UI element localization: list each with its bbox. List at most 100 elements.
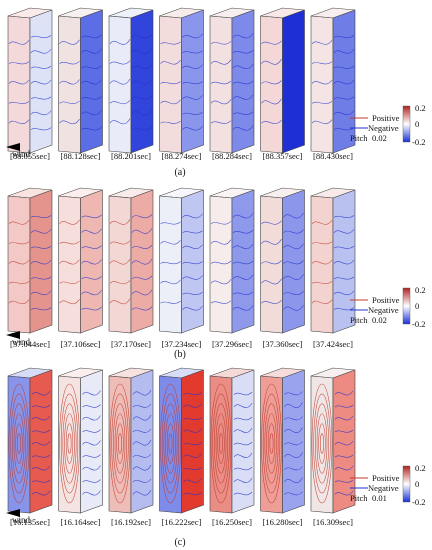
contour-line — [131, 78, 153, 85]
contour-line — [109, 280, 131, 285]
contour-loop — [17, 433, 21, 454]
contour-line — [59, 280, 80, 284]
contour-line — [311, 281, 333, 284]
contour-line — [132, 464, 152, 471]
contour-line — [160, 99, 181, 105]
contour-line — [30, 215, 52, 218]
contour-loop — [116, 423, 124, 464]
contour-loop — [161, 393, 180, 494]
contour-line — [233, 441, 253, 446]
contour-line — [30, 49, 52, 54]
contour-line — [8, 241, 30, 245]
contour-line — [284, 452, 303, 458]
contour-line — [333, 290, 355, 296]
contour-line — [232, 274, 254, 280]
prism-side-face — [231, 9, 255, 154]
contour-line — [232, 80, 254, 85]
contour-line — [131, 275, 153, 280]
contour-line — [31, 454, 51, 458]
contour-line — [210, 221, 232, 225]
contour-line — [160, 81, 181, 85]
contour-loop — [114, 413, 126, 474]
contour-line — [284, 427, 303, 433]
contour-line — [109, 100, 131, 105]
contour-line — [30, 259, 52, 265]
timestamp-label: [37.234sec] — [162, 339, 202, 349]
contour-line — [82, 415, 101, 421]
contour-line — [81, 259, 102, 265]
wind-label: wind — [12, 149, 31, 159]
contour-line — [183, 417, 202, 421]
contour-line — [160, 279, 181, 285]
contour-loop — [62, 403, 77, 484]
contour-line — [284, 441, 303, 446]
contour-line — [182, 50, 203, 54]
colorbar — [402, 105, 411, 143]
prism-front-face — [260, 375, 283, 514]
contour-loop — [111, 393, 129, 494]
contour-line — [233, 391, 253, 396]
contour-line — [182, 244, 203, 249]
contour-line — [232, 50, 254, 54]
colorbar-tick-max: 0.2 — [415, 463, 426, 473]
colorbar-tick-min: -0.2 — [412, 319, 425, 329]
contour-line — [333, 79, 355, 85]
timestamp-label: [88.128sec] — [61, 151, 101, 161]
timestamp-label: [88.357sec] — [263, 151, 303, 161]
contour-line — [333, 215, 355, 218]
contour-line — [31, 429, 51, 433]
contour-line — [31, 479, 51, 483]
prism-side-face — [332, 369, 356, 514]
prism-model — [108, 7, 154, 154]
contour-line — [160, 120, 181, 124]
contour-line — [82, 479, 101, 483]
prism-model — [159, 7, 204, 154]
contour-loop — [266, 413, 277, 474]
contour-line — [311, 40, 333, 45]
contour-line — [132, 478, 152, 483]
contour-line — [334, 479, 354, 483]
contour-line — [8, 79, 30, 85]
contour-line — [82, 390, 101, 396]
contour-line — [81, 65, 102, 69]
contour-line — [261, 80, 282, 85]
panel-label: (b) — [174, 349, 186, 360]
timestamp-label: [88.284sec] — [212, 151, 252, 161]
legend-negative-label: Negative — [368, 483, 399, 493]
contour-line — [81, 34, 102, 39]
contour-line — [283, 243, 304, 250]
contour-line — [8, 119, 30, 124]
panel-1: [37.044sec] [37.106sec] [37.170sec] [37.234… — [6, 187, 426, 360]
contour-line — [232, 260, 254, 265]
contour-line — [182, 213, 203, 219]
timestamp-label: [37.360sec] — [263, 339, 303, 349]
prism-front-face — [159, 15, 182, 154]
contour-line — [183, 492, 202, 496]
prism-model — [260, 367, 305, 514]
contour-line — [30, 276, 52, 280]
prism-model — [108, 187, 154, 334]
prism-front-face — [159, 195, 182, 334]
legend-negative-label: Negative — [368, 123, 399, 133]
contour-line — [81, 214, 102, 219]
contour-loop — [64, 413, 75, 474]
contour-line — [284, 402, 303, 408]
contour-loop — [109, 383, 131, 504]
contour-line — [182, 305, 203, 311]
prism-model — [58, 367, 103, 514]
prism-model — [159, 187, 204, 334]
contour-line — [59, 79, 80, 85]
contour-line — [232, 213, 254, 219]
prism-side-face — [130, 369, 154, 514]
timestamp-label: [37.424sec] — [313, 339, 353, 349]
contour-line — [182, 292, 203, 295]
prism-side-face — [29, 369, 53, 514]
colorbar — [402, 465, 411, 503]
contour-loop — [217, 423, 225, 464]
colorbar-tick-min: -0.2 — [412, 497, 425, 507]
contour-line — [283, 32, 304, 39]
contour-line — [283, 274, 304, 280]
contour-line — [183, 403, 202, 408]
